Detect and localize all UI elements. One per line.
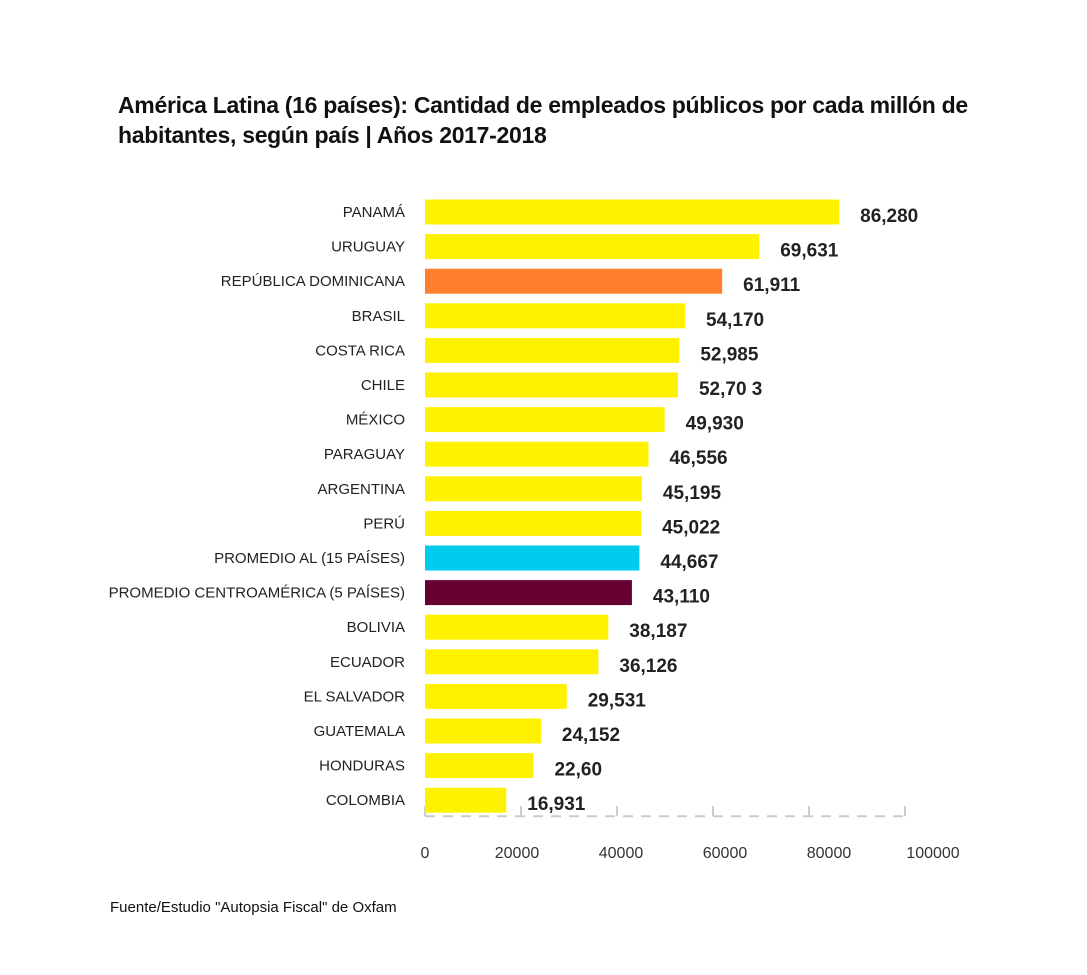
bar: [425, 718, 541, 744]
bar: [425, 580, 632, 606]
category-label: PARAGUAY: [324, 446, 405, 463]
category-label: CHILE: [361, 377, 405, 394]
bar: [425, 372, 678, 398]
category-label: ECUADOR: [330, 654, 405, 671]
category-label: GUATEMALA: [314, 723, 405, 740]
bar: [425, 683, 567, 709]
category-label: EL SALVADOR: [304, 688, 406, 705]
data-label: 29,531: [588, 690, 647, 711]
category-label: MÉXICO: [346, 412, 405, 429]
bar: [425, 199, 840, 225]
category-label: HONDURAS: [319, 758, 405, 775]
data-label: 86,280: [860, 206, 918, 227]
bar: [425, 545, 640, 571]
bar: [425, 510, 642, 536]
category-label: COLOMBIA: [326, 792, 405, 809]
data-label: 45,022: [662, 517, 720, 538]
data-label: 43,110: [653, 587, 710, 608]
category-label: ARGENTINA: [317, 481, 405, 498]
bar: [425, 268, 723, 294]
data-label: 24,152: [562, 725, 620, 746]
data-label: 38,187: [629, 621, 687, 642]
bar: [425, 441, 649, 467]
bar: [425, 234, 760, 260]
category-label: URUGUAY: [331, 239, 405, 256]
x-tick-label: 100000: [906, 845, 959, 862]
bar: [425, 753, 534, 779]
category-label: BRASIL: [352, 308, 405, 325]
data-label: 36,126: [619, 656, 677, 677]
bar: [425, 649, 599, 675]
category-label: PERÚ: [363, 515, 405, 532]
bar: [425, 476, 642, 502]
category-label: REPÚBLICA DOMINICANA: [221, 273, 405, 290]
chart-title: América Latina (16 países): Cantidad de …: [118, 92, 968, 148]
data-label: 61,911: [743, 275, 800, 296]
x-tick-label: 40000: [599, 845, 644, 862]
category-label: COSTA RICA: [315, 342, 405, 359]
bar: [425, 407, 665, 433]
bar: [425, 614, 609, 640]
data-label: 52,985: [700, 344, 759, 365]
x-tick-label: 0: [421, 845, 430, 862]
bar: [425, 337, 680, 363]
x-tick-label: 20000: [495, 845, 540, 862]
data-label: 54,170: [706, 310, 764, 331]
x-tick-label: 80000: [807, 845, 852, 862]
data-label: 16,931: [527, 794, 586, 815]
data-label: 22,60: [554, 760, 602, 781]
x-tick-label: 60000: [703, 845, 748, 862]
bar: [425, 787, 507, 813]
data-label: 46,556: [669, 448, 727, 469]
category-label: BOLIVIA: [347, 619, 405, 636]
category-label: PANAMÁ: [343, 204, 405, 221]
data-label: 44,667: [660, 552, 718, 573]
bar: [425, 303, 686, 329]
category-label: PROMEDIO CENTROAMÉRICA (5 PAÍSES): [109, 585, 405, 602]
source-note: Fuente/Estudio "Autopsia Fiscal" de Oxfa…: [110, 899, 397, 916]
data-label: 45,195: [663, 483, 722, 504]
data-label: 69,631: [780, 241, 839, 262]
data-label: 49,930: [686, 414, 744, 435]
category-label: PROMEDIO AL (15 PAÍSES): [214, 550, 405, 567]
data-label: 52,70 3: [699, 379, 762, 400]
